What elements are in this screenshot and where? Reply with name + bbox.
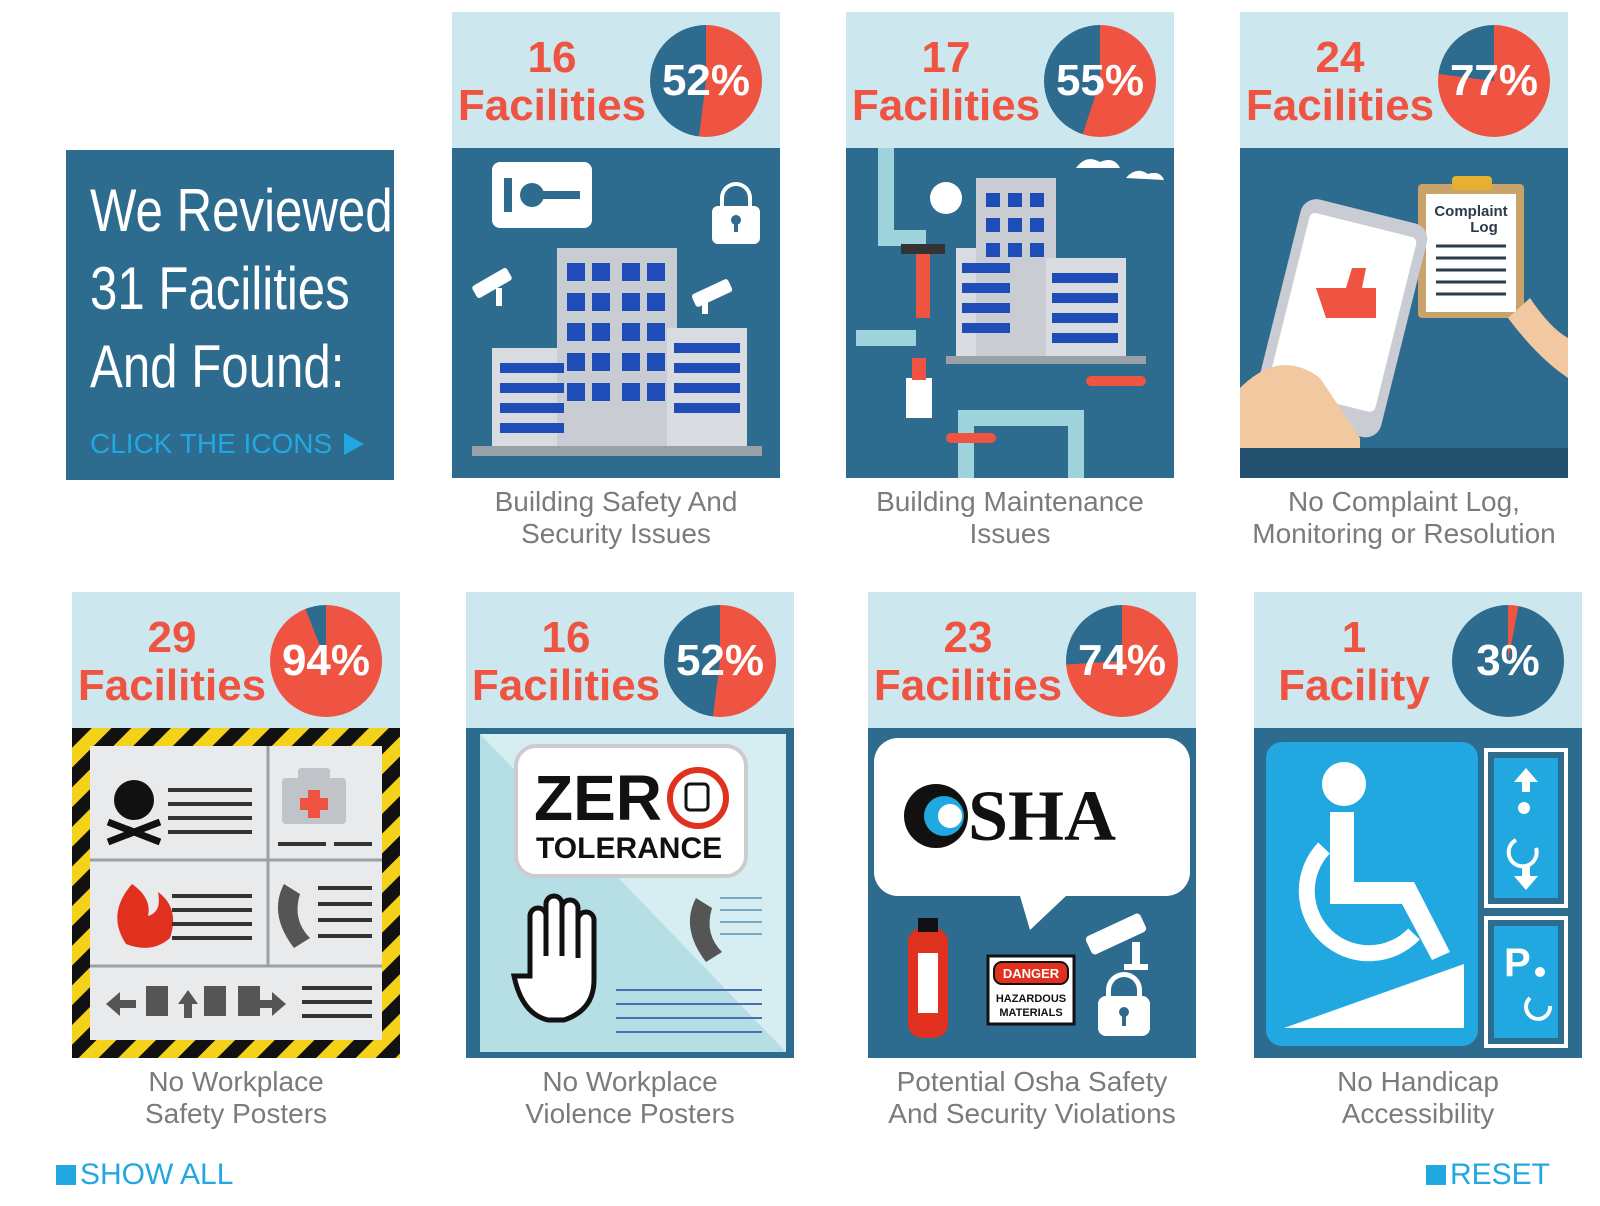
percent-label: 55% <box>1055 56 1145 105</box>
intro-panel: We Reviewed 31 Facilities And Found: CLI… <box>66 150 394 480</box>
svg-text:P: P <box>1504 941 1531 985</box>
facility-count: 17 <box>921 33 971 82</box>
card-header: 17 Facilities 55% <box>846 12 1174 148</box>
percent-pie <box>650 25 762 137</box>
svg-text:Log: Log <box>1470 219 1498 236</box>
card-header: 1 Facility 3% <box>1254 592 1582 728</box>
svg-text:DANGER: DANGER <box>1003 966 1060 981</box>
card-building-security[interactable]: 16 Facilities 52% <box>452 12 780 550</box>
card-caption: Potential Osha Safety And Security Viola… <box>888 1066 1176 1129</box>
show-all-label: SHOW ALL <box>80 1158 234 1191</box>
card-building-maintenance[interactable]: 17 Facilities 55% <box>846 12 1174 550</box>
card-caption: Building Safety And Security Issues <box>494 486 738 549</box>
square-icon <box>1425 1165 1446 1185</box>
svg-text:Complaint: Complaint <box>1434 203 1507 220</box>
facility-stat: 24 Facilities <box>1240 34 1440 130</box>
building-maintenance-icon[interactable] <box>846 148 1174 478</box>
handicap-icon[interactable]: P <box>1254 728 1582 1058</box>
percent-pie <box>1452 605 1564 717</box>
percent-pie <box>664 605 776 717</box>
card-header: 29 Facilities 94% <box>72 592 400 728</box>
percent-label: 3% <box>1476 636 1540 685</box>
card-header: 16 Facilities 52% <box>466 592 794 728</box>
click-the-icons-link[interactable]: CLICK THE ICONS <box>90 428 365 460</box>
intro-headline-line-2: 31 Facilities <box>90 255 350 322</box>
safety-poster-icon[interactable] <box>72 728 400 1058</box>
facility-count: 23 <box>943 613 993 662</box>
reset-label: RESET <box>1449 1158 1550 1191</box>
facility-count: 24 <box>1315 33 1365 82</box>
reset-button[interactable]: RESET <box>1425 1158 1550 1192</box>
facility-unit: Facilities <box>77 661 267 710</box>
facility-count: 1 <box>1341 613 1367 662</box>
svg-text:TOLERANCE: TOLERANCE <box>536 832 722 865</box>
card-safety-posters[interactable]: 29 Facilities 94% <box>72 592 400 1130</box>
osha-icon[interactable]: SHA DANGER HAZARDOUS MATERIALS <box>868 728 1196 1058</box>
card-header: 24 Facilities 77% <box>1240 12 1568 148</box>
facility-count: 29 <box>147 613 197 662</box>
card-caption: No Workplace Safety Posters <box>144 1066 328 1129</box>
intro-headline: We Reviewed 31 Facilities And Found: <box>90 172 393 406</box>
card-header: 23 Facilities 74% <box>868 592 1196 728</box>
facility-count: 16 <box>541 613 591 662</box>
click-the-icons-label: CLICK THE ICONS <box>90 428 333 459</box>
percent-label: 94% <box>281 636 371 685</box>
percent-label: 77% <box>1449 56 1539 105</box>
card-caption: No Complaint Log, Monitoring or Resoluti… <box>1252 486 1556 549</box>
show-all-button[interactable]: SHOW ALL <box>56 1158 233 1192</box>
facility-stat: 23 Facilities <box>868 614 1068 710</box>
intro-headline-line-3: And Found: <box>90 333 345 400</box>
card-caption: Building Maintenance Issues <box>876 486 1144 549</box>
facility-count: 16 <box>527 33 577 82</box>
facility-unit: Facilities <box>873 661 1063 710</box>
percent-label: 52% <box>661 56 751 105</box>
card-caption: No Workplace Violence Posters <box>525 1066 735 1129</box>
play-arrow-icon <box>344 433 365 455</box>
card-handicap[interactable]: 1 Facility 3% P No Handicap Accessibilit… <box>1254 592 1582 1130</box>
facility-unit: Facilities <box>457 81 647 130</box>
card-caption: No Handicap Accessibility <box>1337 1066 1499 1129</box>
svg-text:HAZARDOUS: HAZARDOUS <box>996 993 1066 1005</box>
svg-text:MATERIALS: MATERIALS <box>999 1007 1062 1019</box>
percent-pie <box>270 605 382 717</box>
facility-stat: 17 Facilities <box>846 34 1046 130</box>
percent-label: 74% <box>1077 636 1167 685</box>
percent-pie <box>1066 605 1178 717</box>
complaint-log-icon[interactable]: Complaint Log <box>1240 148 1568 478</box>
facility-unit: Facilities <box>851 81 1041 130</box>
card-osha[interactable]: 23 Facilities 74% SHA DANGER HAZARDOUS M… <box>868 592 1196 1130</box>
percent-pie <box>1438 25 1550 137</box>
card-complaint-log[interactable]: 24 Facilities 77% Complaint Log No Compl… <box>1240 12 1568 550</box>
intro-headline-line-1: We Reviewed <box>90 177 393 244</box>
zero-tolerance-icon[interactable]: ZER TOLERANCE <box>466 728 794 1058</box>
percent-label: 52% <box>675 636 765 685</box>
building-security-icon[interactable] <box>452 148 780 478</box>
facility-stat: 16 Facilities <box>466 614 666 710</box>
facility-stat: 16 Facilities <box>452 34 652 130</box>
square-icon <box>56 1165 76 1185</box>
percent-pie <box>1044 25 1156 137</box>
svg-text:SHA: SHA <box>968 776 1116 856</box>
facility-stat: 1 Facility <box>1254 614 1454 710</box>
card-header: 16 Facilities 52% <box>452 12 780 148</box>
card-violence-posters[interactable]: 16 Facilities 52% ZER TOLERANCE No Workp… <box>466 592 794 1130</box>
facility-unit: Facility <box>1278 661 1430 710</box>
facility-stat: 29 Facilities <box>72 614 272 710</box>
facility-unit: Facilities <box>1245 81 1435 130</box>
facility-unit: Facilities <box>471 661 661 710</box>
svg-text:ZER: ZER <box>534 762 662 834</box>
